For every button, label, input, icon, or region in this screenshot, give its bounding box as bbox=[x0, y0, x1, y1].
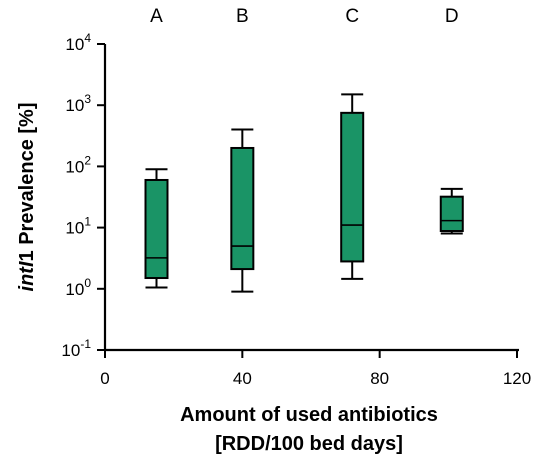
group-labels: A B C D bbox=[150, 6, 458, 27]
y-tick-label: 103 bbox=[65, 92, 91, 115]
axes bbox=[103, 44, 519, 352]
y-axis-ticks: 104 103 102 101 100 10-1 bbox=[61, 31, 105, 360]
x-tick-label: 120 bbox=[503, 369, 531, 388]
group-label-A: A bbox=[150, 6, 163, 27]
box-group-C bbox=[340, 93, 365, 280]
x-tick-label: 80 bbox=[370, 369, 389, 388]
box-iqr bbox=[340, 111, 365, 263]
y-tick-label: 104 bbox=[65, 31, 91, 54]
box-group-A bbox=[144, 168, 169, 289]
y-tick-label: 102 bbox=[65, 153, 91, 176]
x-axis-ticks: 0 40 80 120 bbox=[100, 350, 531, 388]
y-tick-label: 101 bbox=[65, 215, 91, 238]
box-group-D bbox=[439, 187, 464, 235]
box-iqr bbox=[144, 178, 169, 280]
y-axis-title-part: 1 Prevalence [%] bbox=[16, 103, 38, 262]
y-axis-title: intI1 Prevalence [%] bbox=[16, 103, 38, 292]
box-iqr bbox=[439, 195, 464, 232]
x-axis-title-line-2: [RDD/100 bed days] bbox=[215, 433, 403, 455]
group-label-D: D bbox=[445, 6, 459, 27]
x-tick-label: 0 bbox=[100, 369, 109, 388]
group-label-B: B bbox=[236, 6, 249, 27]
y-tick-label: 10-1 bbox=[61, 337, 91, 360]
x-axis-title-line-1: Amount of used antibiotics bbox=[180, 404, 438, 426]
y-tick-label: 100 bbox=[65, 276, 91, 299]
box-series bbox=[144, 93, 464, 293]
x-tick-label: 40 bbox=[233, 369, 252, 388]
box-group-B bbox=[230, 128, 255, 293]
group-label-C: C bbox=[345, 6, 359, 27]
y-axis-title-part: intI bbox=[16, 261, 38, 291]
box-iqr bbox=[230, 146, 255, 271]
